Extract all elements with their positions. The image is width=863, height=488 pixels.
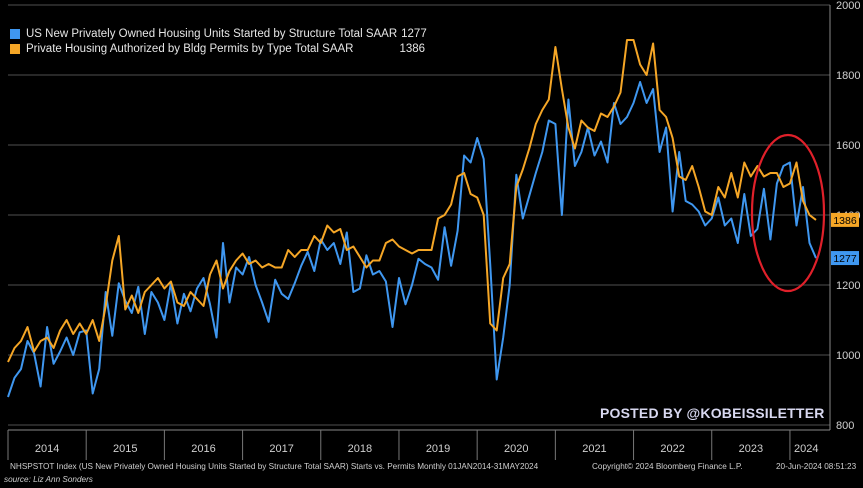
x-tick-2022: 2022 <box>660 443 684 455</box>
legend-label-starts: US New Privately Owned Housing Units Sta… <box>26 27 398 40</box>
legend-value-permits: 1386 <box>399 42 426 55</box>
grid-lines <box>8 4 830 426</box>
x-tick-2021: 2021 <box>582 443 606 455</box>
source-note: source: Liz Ann Sonders <box>4 475 93 484</box>
series-line-starts <box>7 81 817 398</box>
y-tick-1800: 1800 <box>836 70 860 82</box>
x-tick-2015: 2015 <box>113 443 137 455</box>
series-line-permits <box>7 39 817 363</box>
y-tick-1000: 1000 <box>836 350 860 362</box>
last-value-tag-permits: 1386 <box>833 215 857 227</box>
legend-value-starts: 1277 <box>401 27 427 40</box>
y-axis: 800100012001400160018002000 <box>829 0 860 432</box>
x-tick-2020: 2020 <box>504 443 528 455</box>
legend-swatch-permits <box>10 43 20 54</box>
x-tick-2014: 2014 <box>35 443 59 455</box>
last-value-tags: 1277 1386 <box>831 212 859 266</box>
highlight-ellipse <box>750 133 826 293</box>
y-tick-1200: 1200 <box>836 280 860 292</box>
footer-copyright: Copyright© 2024 Bloomberg Finance L.P. <box>592 462 743 471</box>
y-tick-2000: 2000 <box>836 0 860 12</box>
x-tick-2016: 2016 <box>191 443 215 455</box>
footer-description: NHSPSTOT Index (US New Privately Owned H… <box>10 462 539 471</box>
x-tick-2019: 2019 <box>426 443 450 455</box>
x-tick-2024: 2024 <box>794 443 818 455</box>
series-lines <box>7 39 817 398</box>
legend: US New Privately Owned Housing Units Sta… <box>10 26 427 56</box>
last-value-tag-bg-permits <box>831 212 859 227</box>
last-value-tag-starts: 1277 <box>833 253 857 265</box>
x-tick-2017: 2017 <box>269 443 293 455</box>
x-tick-2018: 2018 <box>348 443 372 455</box>
legend-label-permits: Private Housing Authorized by Bldg Permi… <box>26 42 354 55</box>
y-tick-800: 800 <box>836 420 854 432</box>
y-tick-1600: 1600 <box>836 140 860 152</box>
last-value-tag-bg-starts <box>831 251 859 266</box>
legend-item-starts: US New Privately Owned Housing Units Sta… <box>10 26 427 41</box>
legend-item-permits: Private Housing Authorized by Bldg Permi… <box>10 41 427 56</box>
footer-timestamp: 20-Jun-2024 08:51:23 <box>776 462 857 471</box>
x-tick-2023: 2023 <box>739 443 763 455</box>
x-axis: 2014 2015 2016 2017 2018 2019 2020 2021 2022 2023… <box>7 429 830 460</box>
legend-swatch-starts <box>10 28 20 39</box>
watermark: POSTED BY @KOBEISSILETTER <box>600 405 825 421</box>
